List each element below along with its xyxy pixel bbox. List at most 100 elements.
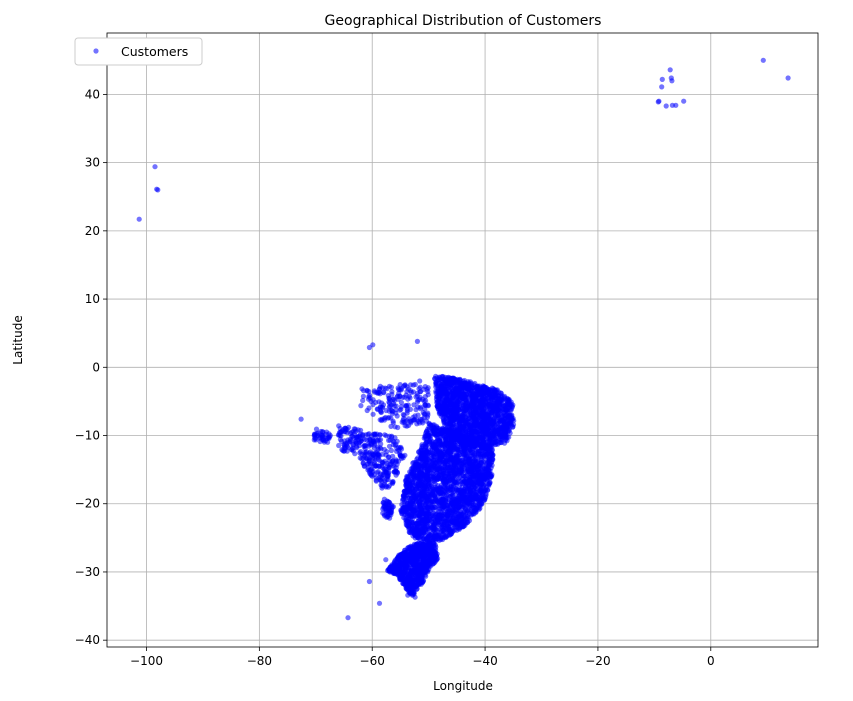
customer-point — [421, 530, 427, 536]
customer-point — [410, 460, 416, 466]
customer-point — [417, 481, 424, 487]
customer-point — [463, 479, 469, 485]
customer-point — [379, 400, 385, 406]
customer-point — [395, 424, 401, 431]
customer-point — [418, 470, 424, 476]
customer-point — [451, 470, 457, 476]
customer-point — [402, 382, 408, 389]
customer-point — [396, 386, 402, 393]
customer-point — [478, 454, 484, 460]
customer-point — [402, 498, 408, 505]
customer-point — [406, 422, 412, 428]
customer-point — [428, 481, 434, 487]
customer-point — [502, 427, 508, 433]
customer-point — [437, 498, 443, 504]
customer-point — [402, 490, 408, 497]
customer-point — [467, 495, 473, 501]
customer-point — [479, 428, 485, 434]
customer-point — [406, 506, 412, 512]
customer-point — [405, 386, 412, 392]
customer-point — [497, 400, 503, 407]
customer-point — [396, 390, 402, 396]
customer-point — [432, 497, 438, 504]
customer-point — [467, 422, 473, 428]
customer-point — [424, 505, 431, 511]
customer-point — [437, 409, 444, 415]
customer-point — [429, 427, 436, 434]
customer-point — [385, 393, 391, 399]
customer-point — [383, 407, 389, 414]
customer-point — [472, 484, 478, 490]
customer-point — [414, 562, 421, 568]
customer-point — [445, 398, 451, 404]
customer-point — [373, 399, 379, 405]
customer-point — [457, 511, 463, 518]
customer-point — [459, 443, 465, 449]
customer-point — [417, 378, 423, 384]
customer-point — [398, 399, 404, 406]
customer-point — [459, 437, 465, 443]
customer-point — [459, 394, 465, 400]
customer-point — [436, 403, 442, 409]
customer-point — [489, 453, 495, 459]
customer-point — [470, 442, 476, 448]
customer-point — [419, 507, 425, 513]
grid-lines — [107, 33, 818, 647]
customer-point — [462, 402, 468, 408]
customer-point — [471, 418, 477, 424]
customer-point — [381, 417, 388, 423]
customer-point — [456, 460, 462, 466]
customer-point — [364, 387, 370, 393]
customer-point — [406, 486, 412, 492]
customer-point — [452, 392, 459, 398]
customer-point — [451, 440, 457, 446]
customer-point — [406, 393, 412, 399]
customer-point — [477, 441, 483, 447]
customer-point — [479, 435, 485, 441]
customer-point — [415, 412, 421, 418]
customer-point — [486, 436, 492, 442]
customer-point — [406, 529, 412, 535]
customer-point — [440, 484, 446, 490]
customer-point — [471, 502, 477, 508]
customer-point — [479, 488, 485, 494]
customer-point — [468, 480, 474, 486]
customer-point — [438, 511, 444, 517]
customer-point — [474, 435, 480, 441]
customer-point — [458, 491, 464, 497]
customer-point — [509, 417, 515, 423]
customer-point — [487, 480, 493, 486]
customer-point — [459, 520, 465, 527]
customer-point — [416, 396, 423, 403]
customer-point — [491, 389, 497, 395]
customer-point — [402, 394, 408, 400]
customer-point — [449, 375, 455, 381]
customer-point — [447, 464, 454, 470]
customer-point — [426, 420, 432, 426]
customer-point — [425, 385, 431, 391]
customer-point — [510, 424, 516, 430]
customer-point — [398, 404, 404, 410]
customer-point — [484, 451, 490, 457]
customer-point — [431, 532, 437, 538]
customer-point — [481, 404, 487, 410]
customer-point — [489, 473, 495, 479]
customer-point — [376, 390, 382, 396]
data-points — [136, 57, 791, 621]
customer-point — [440, 373, 446, 380]
customer-point — [454, 451, 460, 457]
customer-point — [438, 434, 444, 440]
customer-point — [487, 416, 494, 422]
customer-point — [491, 400, 497, 406]
customer-point — [404, 403, 410, 409]
customer-point — [478, 495, 484, 501]
customer-point — [490, 394, 496, 400]
customer-point — [442, 460, 448, 466]
customer-point — [413, 483, 419, 489]
customer-point — [450, 456, 456, 462]
customer-point — [424, 466, 430, 473]
customer-point — [472, 452, 478, 458]
customer-point — [498, 434, 504, 440]
customer-point — [497, 396, 503, 402]
